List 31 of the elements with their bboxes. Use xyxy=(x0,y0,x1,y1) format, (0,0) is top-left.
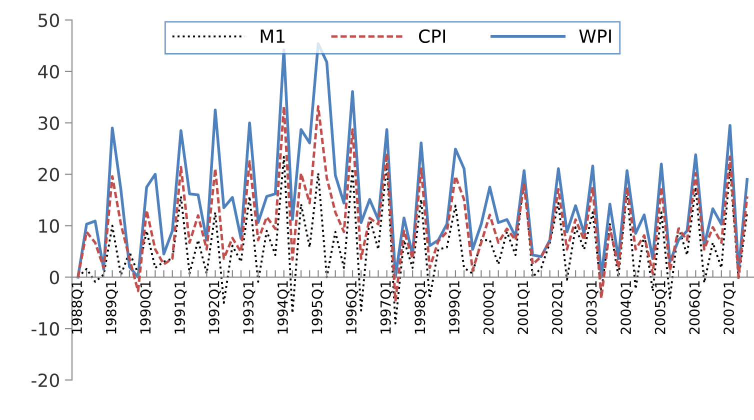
y-tick-label: 40 xyxy=(38,64,59,79)
x-tick-label: 1998Q1 xyxy=(414,281,427,334)
x-tick-label: 1993Q1 xyxy=(243,281,256,334)
legend-label: WPI xyxy=(579,30,611,43)
x-tick-label: 1995Q1 xyxy=(312,281,324,334)
x-tick-label: 2000Q1 xyxy=(483,281,496,334)
x-tick-label: 1991Q1 xyxy=(174,281,187,334)
x-tick-label: 1999Q1 xyxy=(448,281,462,334)
x-tick-label: 1994Q1 xyxy=(277,281,290,334)
legend-label: CPI xyxy=(418,29,446,44)
y-tick-label: 30 xyxy=(38,116,59,130)
x-tick-label: 2006Q1 xyxy=(689,281,702,334)
x-tick-label: 2004Q1 xyxy=(620,281,633,334)
x-tick-label: 2002Q1 xyxy=(552,281,564,334)
x-tick-label: 1988Q1 xyxy=(72,281,84,334)
x-tick-label: 1990Q1 xyxy=(140,281,152,334)
y-tick-label: -10 xyxy=(32,322,59,336)
x-tick-label: 1989Q1 xyxy=(106,281,118,334)
x-tick-label: 1992Q1 xyxy=(208,281,221,334)
x-tick-label: 1997Q1 xyxy=(380,281,392,334)
x-tick-label: 1996Q1 xyxy=(346,281,358,334)
legend-label: M1 xyxy=(260,30,284,43)
y-tick-label: 0 xyxy=(50,270,59,284)
y-tick-label: 50 xyxy=(38,13,59,28)
x-tick-label: 2007Q1 xyxy=(724,281,736,334)
x-tick-label: 2003Q1 xyxy=(586,281,598,334)
y-tick-label: 10 xyxy=(39,219,59,233)
y-tick-label: -20 xyxy=(32,373,59,388)
y-tick-label: 20 xyxy=(38,168,59,182)
x-tick-label: 2005Q1 xyxy=(654,281,667,334)
x-tick-label: 2001Q1 xyxy=(518,281,530,334)
